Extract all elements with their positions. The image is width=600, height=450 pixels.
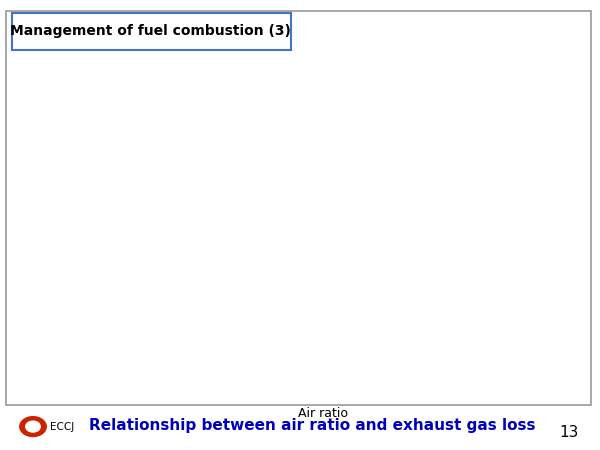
Text: 300 (℃): 300 (℃) [396, 293, 448, 306]
Text: 1,000 (℃): 1,000 (℃) [396, 72, 460, 85]
FancyBboxPatch shape [12, 13, 291, 50]
Text: 600 (℃): 600 (℃) [396, 205, 448, 218]
Text: ECCJ: ECCJ [50, 422, 74, 432]
Circle shape [20, 417, 46, 436]
Circle shape [26, 421, 40, 432]
Text: 800 (℃): 800 (℃) [396, 144, 448, 158]
Text: Management of fuel combustion (3): Management of fuel combustion (3) [10, 23, 290, 38]
Text: Relationship between air ratio and exhaust gas loss: Relationship between air ratio and exhau… [89, 418, 535, 433]
FancyBboxPatch shape [6, 11, 591, 405]
FancyBboxPatch shape [158, 213, 330, 294]
Text: Exhaust gas temperature: Exhaust gas temperature [116, 68, 275, 81]
Text: (Ex.) Air ratio
  1.5 -> 1.3
Reduction of
loss by about 5%: (Ex.) Air ratio 1.5 -> 1.3 Reduction of … [163, 216, 269, 264]
Text: 13: 13 [560, 425, 579, 441]
X-axis label: Air ratio: Air ratio [298, 407, 347, 420]
Text: 400 (℃): 400 (℃) [396, 269, 448, 282]
Y-axis label: Exhaust gas loss ratio (%): Exhaust gas loss ratio (%) [26, 138, 39, 301]
Text: 200 (℃): 200 (℃) [396, 320, 448, 333]
Text: Liquid fuel: Liquid fuel [401, 360, 467, 373]
